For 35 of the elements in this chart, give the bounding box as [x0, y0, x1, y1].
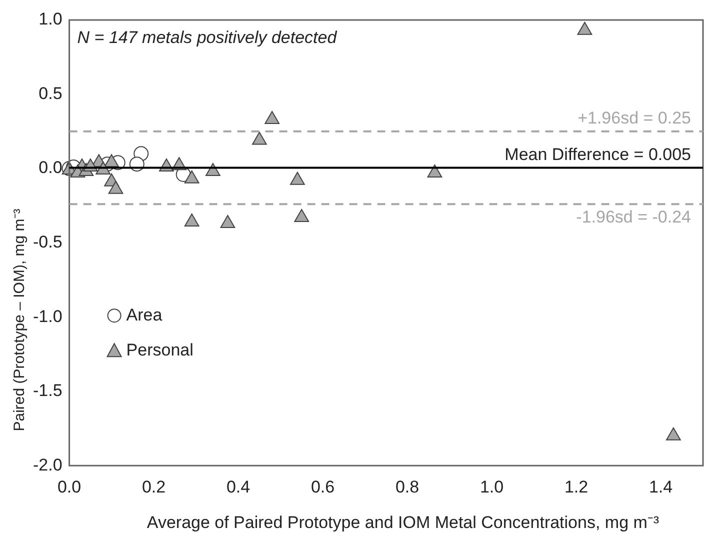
ref-line-label: -1.96sd = -0.24 — [576, 207, 691, 226]
x-tick-label: 0.6 — [310, 477, 335, 496]
y-tick-label: -2.0 — [32, 455, 62, 474]
point — [427, 164, 442, 178]
legend-label: Personal — [126, 340, 194, 360]
y-tick-label: 0.5 — [38, 84, 62, 103]
x-tick-label: 0.4 — [226, 477, 250, 496]
y-tick-label: -1.5 — [32, 381, 62, 400]
ref-line-label: +1.96sd = 0.25 — [578, 108, 691, 128]
y-tick-label: 1.0 — [38, 10, 62, 29]
y-tick-label: -0.5 — [32, 232, 62, 252]
y-tick-label: -1.0 — [32, 306, 62, 326]
point — [666, 427, 681, 440]
point — [184, 214, 200, 227]
x-tick-label: 0.8 — [395, 477, 420, 496]
point — [577, 22, 592, 35]
y-tick-label: 0.0 — [38, 158, 62, 178]
legend-label: Area — [126, 305, 163, 324]
x-tick-label: 0.2 — [142, 477, 166, 496]
point — [264, 111, 280, 124]
point — [220, 214, 236, 228]
point — [108, 180, 124, 194]
x-axis-title: Average of Paired Prototype and IOM Metal Concentrations, mg m⁻³ — [146, 512, 660, 533]
x-tick-label: 1.4 — [648, 477, 673, 496]
point — [252, 132, 267, 145]
x-tick-label: 1.2 — [564, 477, 588, 496]
point — [184, 170, 200, 184]
point — [294, 209, 310, 222]
point — [290, 172, 305, 185]
x-tick-label: 0.0 — [57, 477, 82, 496]
y-axis-title: Paired (Prototype – IOM), mg m⁻³ — [10, 208, 28, 434]
point — [104, 154, 119, 168]
ref-line-label: Mean Difference = 0.005 — [504, 144, 691, 164]
x-tick-label: 1.0 — [480, 477, 504, 496]
annotation: N = 147 metals positively detected — [77, 28, 338, 48]
